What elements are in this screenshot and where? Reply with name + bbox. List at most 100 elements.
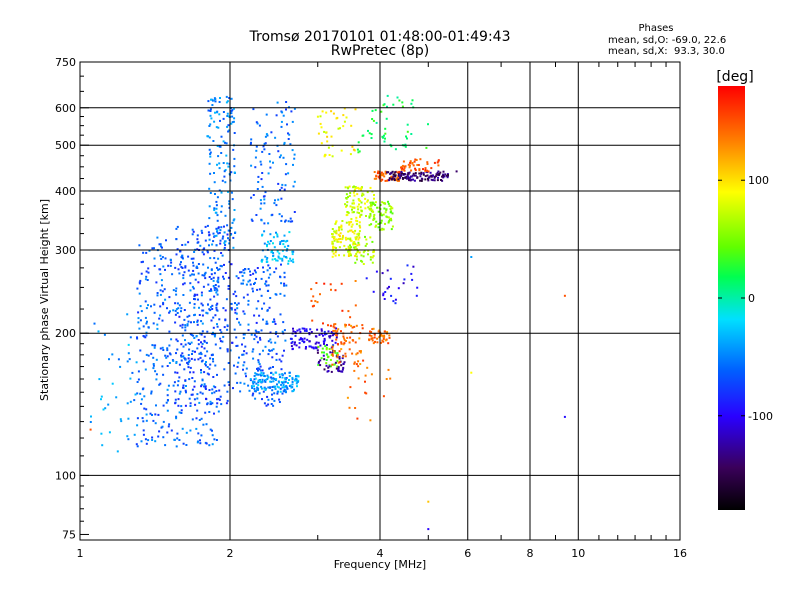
scatter-point (197, 241, 200, 244)
scatter-point (382, 213, 385, 216)
scatter-point (386, 105, 388, 108)
scatter-point (209, 428, 212, 431)
scatter-point (279, 275, 281, 278)
scatter-point (199, 439, 201, 442)
scatter-point (374, 225, 377, 228)
scatter-point (411, 162, 414, 164)
scatter-point (264, 135, 267, 138)
scatter-point (315, 341, 318, 344)
scatter-point (287, 260, 290, 263)
scatter-point (271, 320, 274, 323)
scatter-point (283, 349, 285, 352)
scatter-point (164, 257, 167, 260)
scatter-point (244, 345, 247, 348)
scatter-point (258, 288, 261, 291)
scatter-point (201, 322, 204, 325)
scatter-point (358, 350, 361, 353)
scatter-point (433, 175, 436, 178)
scatter-point (335, 331, 338, 334)
scatter-point (360, 213, 363, 216)
scatter-point (199, 351, 202, 354)
scatter-point (358, 224, 361, 227)
scatter-point (344, 352, 347, 355)
scatter-point (385, 208, 388, 211)
scatter-point (331, 354, 334, 357)
scatter-point (100, 395, 103, 398)
scatter-point (247, 323, 250, 326)
scatter-point (260, 163, 263, 166)
scatter-point (317, 132, 320, 135)
scatter-point (252, 272, 255, 275)
grid-lines (80, 62, 680, 540)
scatter-point (366, 366, 369, 369)
scatter-point (216, 293, 219, 296)
scatter-point (213, 249, 216, 252)
scatter-point (168, 296, 171, 299)
x-tick-label: 2 (227, 547, 234, 560)
scatter-point (230, 112, 233, 115)
scatter-point (357, 377, 360, 380)
scatter-point (331, 250, 334, 253)
scatter-point (383, 207, 386, 210)
scatter-point (352, 202, 355, 205)
scatter-point (364, 197, 367, 200)
y-tick-label: 500 (55, 139, 76, 152)
scatter-point (217, 278, 220, 281)
scatter-point (369, 236, 372, 239)
scatter-point (403, 278, 406, 281)
scatter-point (382, 172, 385, 175)
scatter-point (193, 358, 196, 361)
scatter-point (285, 385, 288, 388)
scatter-point (209, 306, 212, 309)
scatter-point (262, 318, 264, 321)
scatter-point (219, 329, 222, 331)
scatter-point (207, 266, 209, 269)
scatter-point (126, 313, 129, 316)
scatter-point (387, 221, 390, 224)
scatter-point (208, 233, 211, 236)
scatter-point (140, 440, 143, 443)
scatter-point (294, 377, 297, 380)
scatter-point (208, 367, 211, 370)
scatter-point (137, 321, 140, 324)
scatter-point (272, 348, 275, 351)
scatter-point (276, 259, 279, 262)
scatter-point (163, 288, 166, 291)
scatter-point (185, 391, 187, 394)
scatter-point (263, 198, 266, 201)
scatter-point (455, 170, 458, 173)
scatter-point (280, 215, 283, 218)
scatter-point (345, 116, 348, 119)
scatter-point (269, 331, 272, 334)
scatter-point (215, 405, 218, 408)
scatter-point (197, 263, 200, 265)
scatter-point (393, 178, 396, 180)
scatter-point (306, 338, 309, 341)
scatter-point (267, 172, 270, 175)
scatter-point (405, 177, 408, 180)
scatter-point (211, 443, 214, 446)
scatter-point (397, 287, 400, 290)
scatter-point (120, 420, 123, 423)
colorbar-tick-label: 0 (748, 292, 755, 305)
scatter-point (345, 238, 348, 241)
scatter-point (219, 340, 222, 343)
scatter-point (278, 156, 281, 159)
scatter-point (159, 254, 162, 257)
scatter-point (272, 404, 275, 407)
scatter-point (292, 185, 295, 188)
scatter-point (215, 306, 218, 309)
scatter-point (256, 341, 259, 344)
scatter-point (193, 273, 195, 276)
scatter-point (400, 174, 403, 177)
scatter-point (156, 236, 159, 239)
scatter-point (214, 333, 217, 336)
scatter-point (201, 274, 204, 277)
scatter-point (169, 264, 172, 267)
scatter-point (266, 134, 269, 137)
scatter-point (346, 201, 349, 204)
scatter-point (331, 233, 334, 236)
scatter-point (206, 372, 209, 375)
scatter-point (323, 282, 326, 285)
